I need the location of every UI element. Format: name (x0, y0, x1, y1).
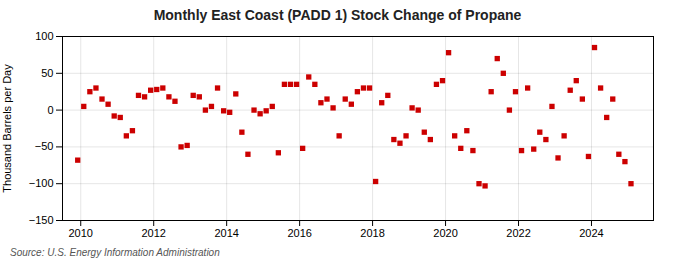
svg-text:2016: 2016 (287, 227, 311, 239)
html-text:Monthly East Coast (PADD 1) St: Monthly East Coast (PADD 1) Stock Change… (153, 7, 522, 23)
svg-text:−50: −50 (35, 140, 54, 152)
svg-text:0: 0 (47, 104, 53, 116)
svg-text:−100: −100 (29, 177, 54, 189)
svg-text:2010: 2010 (68, 227, 92, 239)
html-text:Source: U.S. Energy Informatio: Source: U.S. Energy Information Administ… (10, 247, 220, 258)
svg-text:2014: 2014 (214, 227, 238, 239)
svg-text:−150: −150 (29, 214, 54, 226)
svg-text:100: 100 (35, 30, 53, 42)
svg-text:2022: 2022 (506, 227, 530, 239)
svg-text:2020: 2020 (433, 227, 457, 239)
svg-text:2024: 2024 (579, 227, 603, 239)
svg-text:50: 50 (41, 67, 53, 79)
svg-text:2012: 2012 (141, 227, 165, 239)
svg-text:Thousand Barrels per Day: Thousand Barrels per Day (1, 64, 13, 193)
svg-text:2018: 2018 (360, 227, 384, 239)
